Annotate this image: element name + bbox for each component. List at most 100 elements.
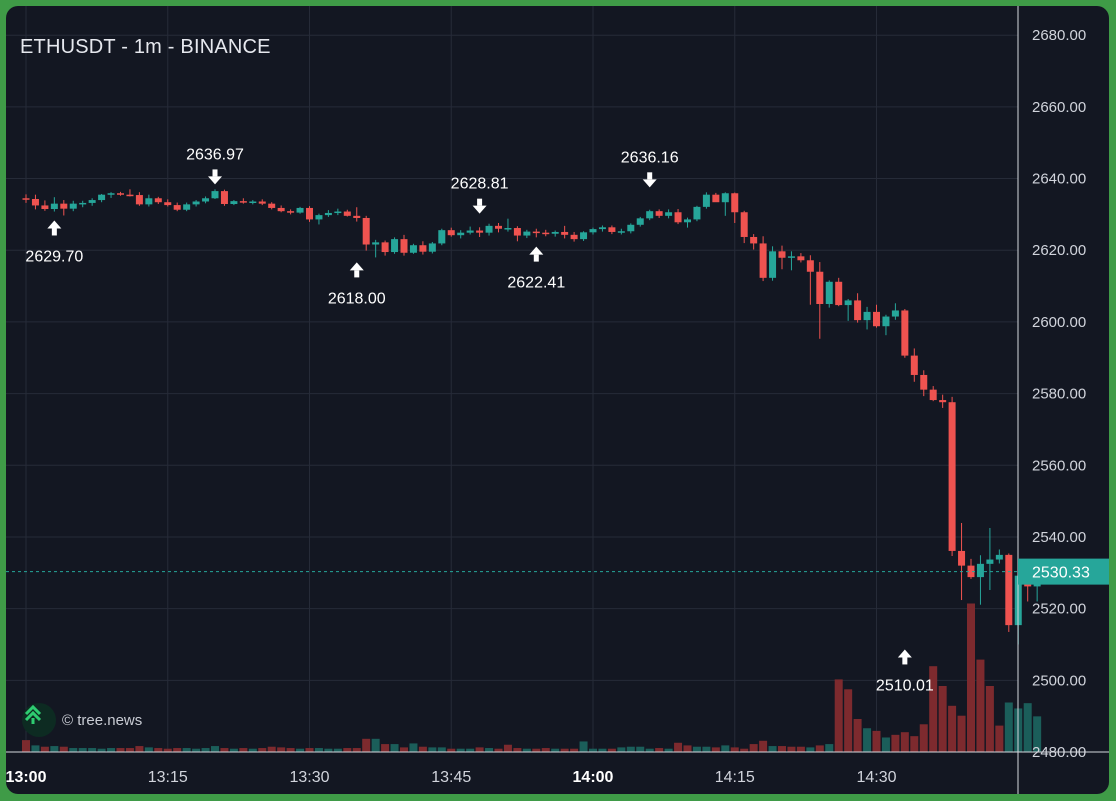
price-annotation-label: 2618.00: [328, 290, 386, 307]
candle-body: [107, 193, 115, 195]
volume-bar: [976, 659, 985, 752]
volume-bar: [985, 686, 994, 752]
price-tick-label: 2580.00: [1032, 386, 1086, 403]
candle-body: [372, 242, 380, 245]
volume-bar: [702, 746, 711, 752]
price-annotation-label: 2628.81: [451, 176, 509, 193]
candle-body: [712, 194, 720, 203]
candle-body: [598, 227, 606, 230]
volume-bar: [617, 747, 626, 752]
volume-bar: [759, 740, 768, 752]
candle-body: [684, 219, 691, 223]
candle-body: [787, 256, 795, 258]
candle-body: [438, 230, 446, 244]
time-tick-label: 14:00: [573, 769, 614, 786]
price-tick-label: 2600.00: [1032, 314, 1086, 331]
time-tick-label: 14:30: [856, 769, 896, 786]
candle-body: [154, 198, 162, 203]
current-price-tag: [1018, 558, 1109, 585]
candle-body: [939, 400, 947, 403]
candle-body: [561, 231, 569, 235]
volume-bar: [815, 745, 824, 752]
price-tick-label: 2680.00: [1032, 27, 1086, 44]
arrow-icon: [472, 198, 487, 214]
candle-body: [419, 245, 427, 252]
volume-bar: [286, 748, 295, 752]
watermark: © tree.news: [22, 703, 142, 737]
candle-body: [41, 205, 49, 210]
volume-bar: [589, 748, 597, 752]
volume-bar: [296, 748, 305, 752]
volume-bar: [485, 748, 494, 752]
volume-bar: [390, 744, 399, 752]
price-annotation-label: 2636.16: [621, 149, 679, 166]
volume-bar: [1033, 716, 1042, 752]
volume-bar: [1023, 703, 1032, 752]
price-tick-label: 2520.00: [1032, 601, 1086, 618]
time-tick-label: 13:30: [289, 769, 329, 786]
volume-bar: [730, 747, 739, 752]
volume-bar: [664, 748, 673, 752]
candle-body: [249, 201, 257, 203]
candle-body: [135, 195, 143, 205]
price-annotation-label: 2629.70: [25, 248, 83, 265]
volume-bar: [938, 686, 947, 752]
volume-bar: [352, 748, 361, 752]
volume-bar: [853, 719, 862, 752]
candle-body: [88, 200, 96, 203]
volume-bar: [910, 736, 919, 752]
candle-body: [920, 374, 928, 390]
candle-body: [976, 563, 984, 578]
volume-bar: [211, 746, 219, 752]
candle-body: [721, 193, 729, 203]
candle-body: [381, 242, 389, 253]
volume-bar: [31, 745, 40, 752]
candle-body: [882, 316, 890, 327]
volume-bar: [78, 748, 87, 752]
candle-body: [258, 201, 266, 204]
candle-body: [1005, 554, 1013, 626]
candle-body: [428, 243, 436, 252]
candle-body: [239, 201, 247, 203]
chart-title: ETHUSDT - 1m - BINANCE: [20, 36, 271, 58]
candle-body: [608, 227, 616, 232]
arrow-icon: [47, 220, 62, 236]
volume-bar: [201, 748, 210, 752]
volume-bar: [863, 728, 872, 752]
candle-body: [542, 232, 550, 235]
candle-body: [910, 355, 918, 375]
volume-bar: [314, 748, 323, 752]
volume-bar: [135, 746, 144, 752]
volume-bar: [787, 746, 796, 752]
volume-bar: [277, 747, 286, 752]
candle-body: [854, 300, 862, 321]
price-tick-label: 2500.00: [1032, 672, 1086, 689]
candle-body: [220, 191, 228, 205]
volume-bar: [447, 748, 456, 752]
volume-bar: [532, 748, 541, 752]
volume-bar: [229, 748, 238, 752]
candle-body: [391, 239, 399, 253]
volume-bar: [192, 748, 201, 752]
candle-body: [816, 271, 824, 304]
candle-body: [117, 193, 124, 195]
volume-bar: [749, 744, 758, 752]
chart-frame: 2680.00 2660.00 2640.00 2620.00 2600.00 2580.…: [6, 6, 1109, 794]
candle-body: [296, 207, 304, 213]
volume-bar: [929, 666, 938, 752]
volume-bar: [778, 746, 786, 752]
candle-body: [485, 225, 493, 233]
candle-body: [873, 311, 880, 327]
price-tick-label: 2480.00: [1032, 744, 1086, 761]
volume-bar: [324, 748, 333, 752]
arrow-icon: [897, 649, 912, 665]
time-tick-label: 13:45: [431, 769, 471, 786]
volume-bar: [560, 748, 569, 752]
candle-body: [863, 311, 871, 321]
candle-body: [844, 300, 852, 306]
volume-bar: [220, 748, 229, 752]
candlestick-chart[interactable]: 2680.00 2660.00 2640.00 2620.00 2600.00 2580.…: [6, 6, 1109, 794]
volume-bar: [995, 725, 1004, 752]
volume-bar: [541, 748, 550, 752]
volume-bar: [88, 748, 97, 752]
